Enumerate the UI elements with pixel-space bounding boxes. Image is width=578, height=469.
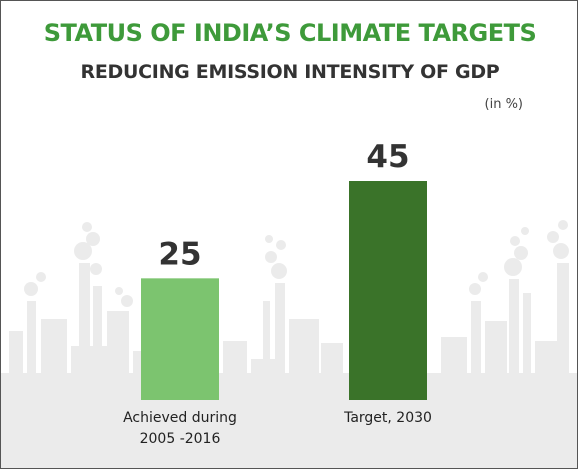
smoke-puff	[558, 220, 568, 230]
skyline-building	[71, 346, 111, 373]
skyline-building	[471, 301, 481, 373]
skyline-building	[289, 319, 319, 373]
skyline-building	[9, 331, 23, 373]
smoke-puff	[90, 263, 102, 275]
skyline-building	[107, 311, 129, 373]
skyline-building	[441, 337, 467, 373]
skyline-building	[133, 351, 143, 373]
skyline-building	[93, 286, 102, 373]
smoke-puff	[265, 235, 273, 243]
smoke-puff	[547, 231, 559, 243]
smoke-puff	[115, 287, 123, 295]
smoke-puff	[121, 295, 133, 307]
bar-1	[141, 278, 219, 400]
skyline-building	[557, 263, 569, 373]
factory-skyline-background	[1, 220, 577, 468]
chart-title: STATUS OF INDIA’S CLIMATE TARGETS	[43, 19, 537, 47]
smoke-puff	[24, 282, 38, 296]
data-label-2: 45	[366, 139, 409, 175]
smoke-puff	[514, 246, 528, 260]
smoke-puff	[510, 236, 520, 246]
smoke-puff	[504, 258, 522, 276]
smoke-puff	[478, 272, 488, 282]
skyline-building	[321, 343, 343, 373]
unit-label: (in %)	[484, 97, 523, 112]
chart-subtitle: REDUCING EMISSION INTENSITY OF GDP	[80, 61, 500, 83]
skyline-building	[41, 319, 67, 373]
smoke-puff	[82, 222, 92, 232]
smoke-puff	[74, 242, 92, 260]
category-label-2-line-1: Target, 2030	[343, 410, 432, 426]
skyline-building	[79, 263, 90, 373]
category-label-1-line-2: 2005 -2016	[140, 431, 221, 447]
skyline-ground	[1, 373, 577, 468]
data-label-1: 25	[158, 236, 201, 272]
smoke-puff	[36, 272, 46, 282]
chart-marks: 25 Achieved during 2005 -2016 45 Target, 203…	[123, 139, 432, 447]
smoke-puff	[553, 243, 569, 259]
smoke-puff	[265, 251, 277, 263]
skyline-building	[275, 283, 285, 373]
skyline-building	[509, 279, 519, 373]
bar-2	[349, 181, 427, 400]
category-label-1-line-1: Achieved during	[123, 410, 237, 426]
skyline-building	[223, 341, 247, 373]
smoke-puff	[276, 240, 286, 250]
smoke-puff	[271, 263, 287, 279]
smoke-puff	[86, 232, 100, 246]
skyline-building	[27, 301, 36, 373]
skyline-building	[523, 293, 531, 373]
skyline-building	[263, 301, 270, 373]
smoke-puff	[521, 227, 529, 235]
smoke-puff	[469, 283, 481, 295]
skyline-building	[485, 321, 507, 373]
